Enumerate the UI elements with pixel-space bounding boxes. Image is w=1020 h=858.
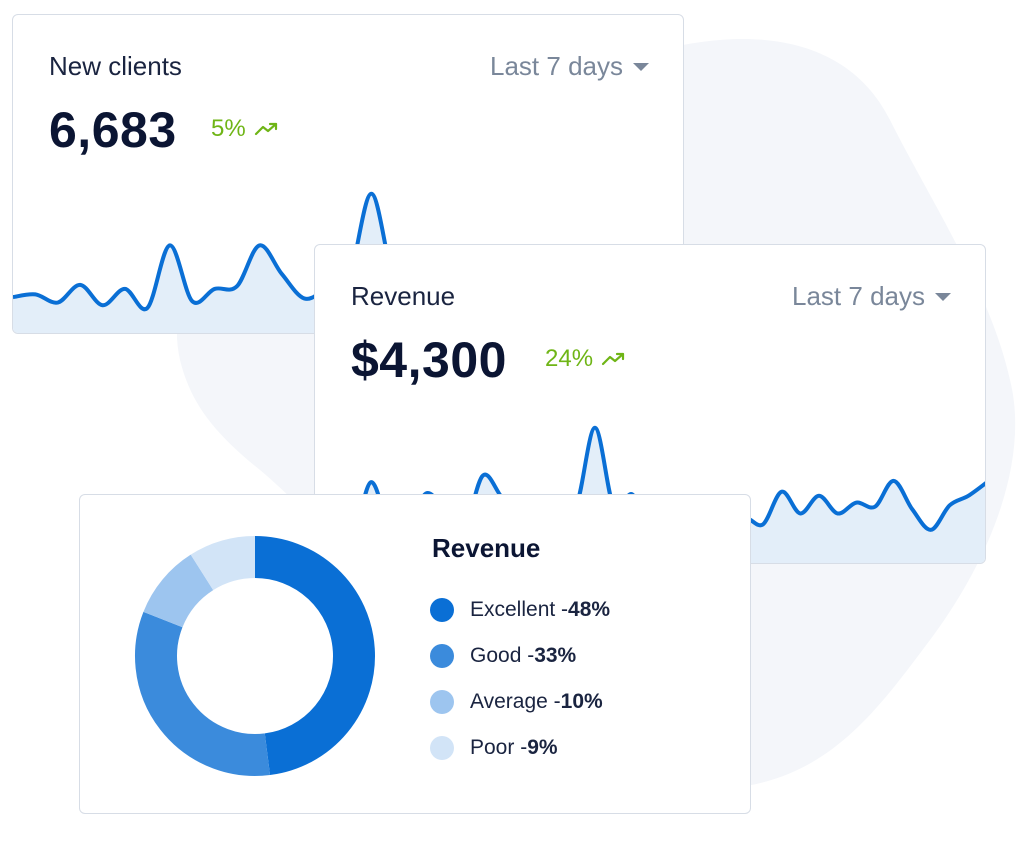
new-clients-title: New clients bbox=[49, 51, 182, 81]
revenue-trend: 24% bbox=[545, 345, 627, 373]
period-label: Last 7 days bbox=[490, 51, 623, 81]
new-clients-period-dropdown[interactable]: Last 7 days bbox=[490, 51, 649, 82]
revenue-period-dropdown[interactable]: Last 7 days bbox=[792, 281, 951, 312]
legend-dot-average bbox=[430, 690, 454, 714]
legend-dot-good bbox=[430, 644, 454, 668]
legend-dot-poor bbox=[430, 736, 454, 760]
legend-dot-excellent bbox=[430, 598, 454, 622]
legend-label: Good - bbox=[470, 644, 535, 667]
revenue-value: $4,300 bbox=[351, 332, 507, 388]
legend-label: Poor - bbox=[470, 736, 528, 759]
trending-up-icon bbox=[601, 352, 625, 366]
donut-slice-good bbox=[135, 611, 271, 776]
caret-down-icon bbox=[633, 62, 649, 71]
caret-down-icon bbox=[935, 292, 951, 301]
legend-item-poor: Poor - 9% bbox=[430, 725, 610, 771]
revenue-breakdown-title: Revenue bbox=[432, 533, 541, 563]
legend-value: 33% bbox=[534, 644, 577, 667]
legend-label: Excellent - bbox=[470, 598, 569, 621]
period-label: Last 7 days bbox=[792, 281, 925, 311]
revenue-breakdown-card: Revenue Excellent - 48% Good - 33% Avera… bbox=[79, 494, 751, 814]
revenue-donut-chart bbox=[135, 536, 375, 776]
legend-value: 48% bbox=[568, 598, 611, 621]
revenue-legend: Excellent - 48% Good - 33% Average - 10%… bbox=[430, 587, 610, 771]
revenue-title: Revenue bbox=[351, 281, 456, 311]
new-clients-trend: 5% bbox=[211, 115, 280, 143]
donut-slice-poor bbox=[190, 536, 256, 591]
legend-item-good: Good - 33% bbox=[430, 633, 610, 679]
legend-item-excellent: Excellent - 48% bbox=[430, 587, 610, 633]
legend-label: Average - bbox=[470, 690, 561, 713]
trend-value: 5% bbox=[211, 115, 246, 142]
legend-value: 10% bbox=[560, 690, 603, 713]
donut-slice-excellent bbox=[254, 536, 375, 776]
trending-up-icon bbox=[254, 122, 277, 136]
trend-value: 24% bbox=[545, 345, 594, 372]
new-clients-value: 6,683 bbox=[49, 102, 177, 158]
donut-slice-average bbox=[143, 554, 214, 628]
legend-item-average: Average - 10% bbox=[430, 679, 610, 725]
legend-value: 9% bbox=[527, 736, 558, 759]
